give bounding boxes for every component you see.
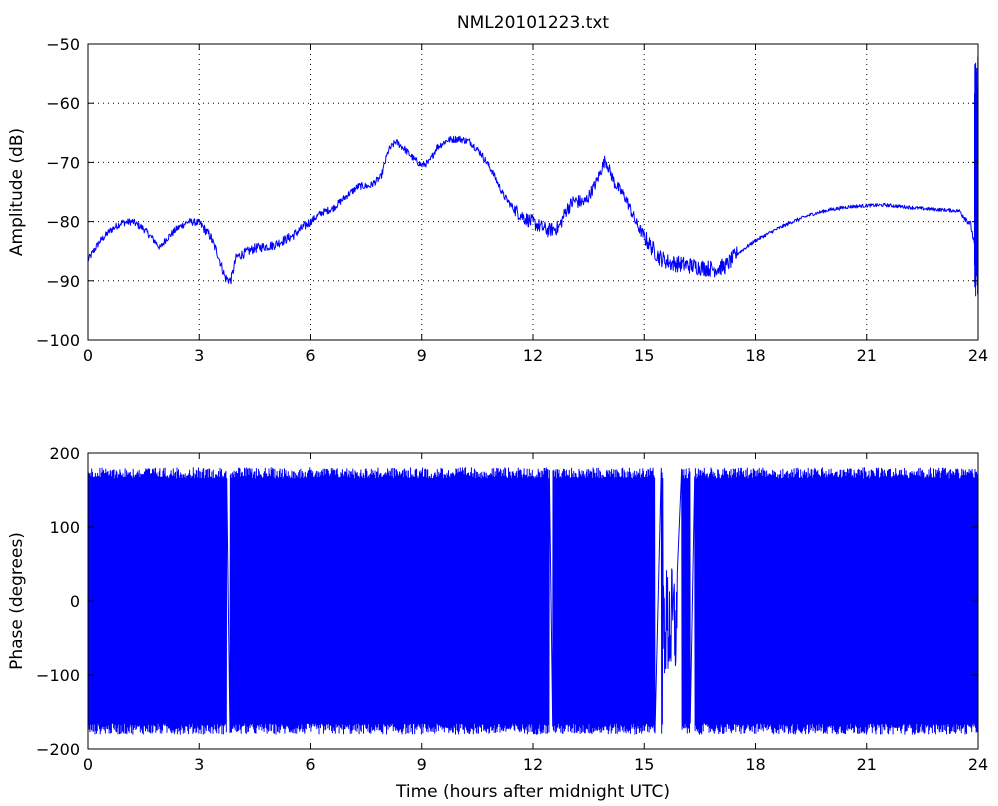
phase-ytick-label: 100 [49,518,80,537]
phase-xtick-label: 0 [83,755,93,774]
phase-xlabel: Time (hours after midnight UTC) [395,782,670,802]
phase-ytick-label: 0 [70,592,80,611]
amplitude-series [87,56,979,297]
amplitude-xtick-label: 9 [417,346,427,365]
amplitude-ytick-label: −100 [36,331,80,350]
amplitude-ytick-label: −50 [46,35,80,54]
phase-xtick-label: 9 [417,755,427,774]
amplitude-ytick-label: −90 [46,272,80,291]
phase-xtick-label: 15 [634,755,654,774]
phase-series [87,467,979,735]
phase-xtick-label: 24 [968,755,988,774]
amplitude-ticks: 0 3 6 9 12 15 18 21 24 −100 −90 −80 −70 −60 −50 [36,35,988,365]
amplitude-ylabel: Amplitude (dB) [7,128,27,256]
phase-xtick-label: 18 [745,755,765,774]
phase-xtick-label: 12 [523,755,543,774]
amplitude-xtick-label: 21 [857,346,877,365]
amplitude-end-spike [974,56,979,297]
amplitude-xtick-label: 18 [745,346,765,365]
phase-ylabel: Phase (degrees) [7,532,27,670]
phase-xtick-label: 6 [305,755,315,774]
phase-xtick-label: 3 [194,755,204,774]
phase-ytick-label: −100 [36,666,80,685]
amplitude-xtick-label: 6 [305,346,315,365]
phase-axes: 0 3 6 9 12 15 18 21 24 −200 −100 0 100 200 Phase (deg… [7,444,988,802]
phase-ticks: 0 3 6 9 12 15 18 21 24 −200 −100 0 100 200 [36,444,988,774]
amplitude-xtick-label: 24 [968,346,988,365]
amplitude-ytick-label: −60 [46,94,80,113]
amplitude-xtick-label: 12 [523,346,543,365]
amplitude-line [87,135,977,285]
chart-title: NML20101223.txt [457,13,610,33]
phase-line [87,467,979,735]
phase-xtick-label: 21 [857,755,877,774]
amplitude-ytick-label: −70 [46,153,80,172]
amplitude-xtick-label: 15 [634,346,654,365]
amplitude-ytick-label: −80 [46,213,80,232]
amplitude-xtick-label: 3 [194,346,204,365]
amplitude-xtick-label: 0 [83,346,93,365]
phase-ytick-label: 200 [49,444,80,463]
phase-ytick-label: −200 [36,740,80,759]
amplitude-axes: NML20101223.txt 0 3 6 9 12 15 18 21 24 −100 −90 −80… [7,13,988,365]
